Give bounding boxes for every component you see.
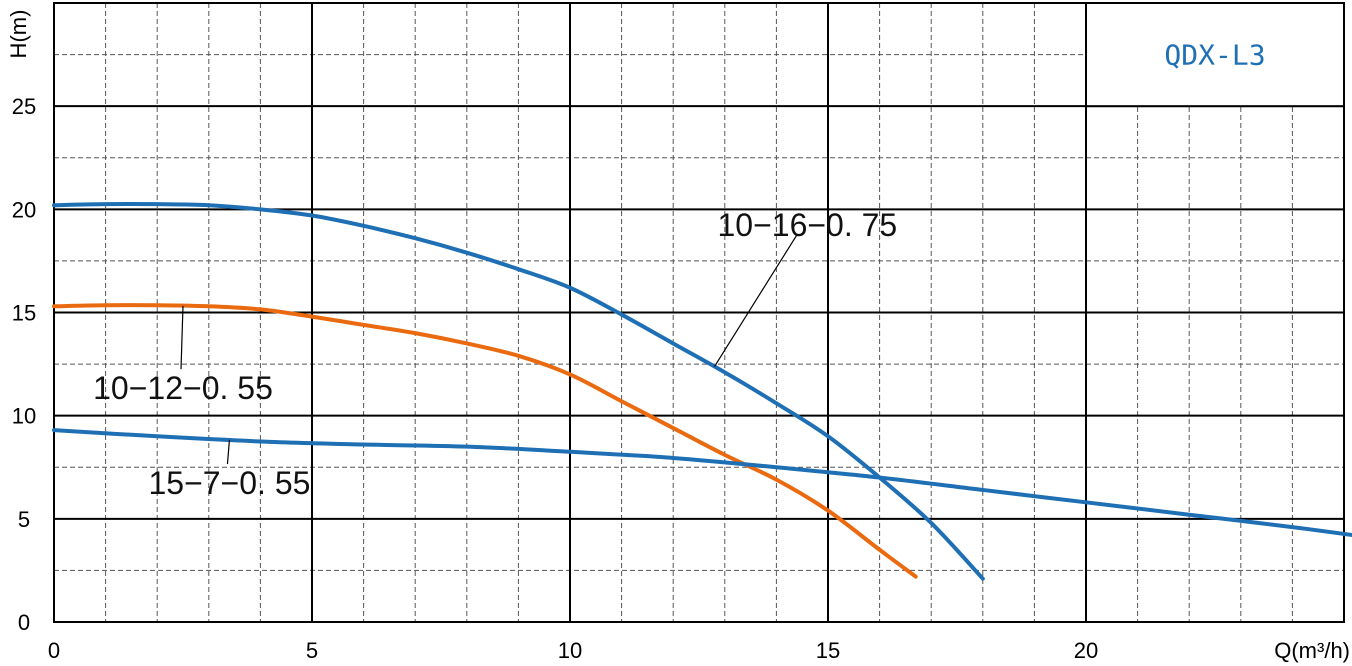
chart-title: QDX-L3 <box>1164 39 1265 72</box>
y-tick-label: 20 <box>12 197 36 222</box>
series-label-10-12-0.55: 10−12−0. 55 <box>93 370 273 406</box>
series-label-15-7-0.55: 15−7−0. 55 <box>148 465 310 501</box>
series-line-10-12-0.55 <box>52 303 918 579</box>
callout-leader <box>226 439 231 465</box>
callout-leader <box>180 305 184 370</box>
x-tick-label: 10 <box>558 638 582 663</box>
plot-frame <box>53 2 1345 623</box>
x-tick-label: 0 <box>48 638 60 663</box>
x-tick-labels: 0 5 10 15 20 <box>48 638 1098 663</box>
series-line-10-16-0.75 <box>52 202 985 581</box>
y-tick-label: 25 <box>12 94 36 119</box>
series-label-10-16-0.75: 10−16−0. 75 <box>717 207 897 243</box>
x-tick-label: 15 <box>816 638 840 663</box>
curves <box>52 202 1352 581</box>
x-tick-label: 5 <box>306 638 318 663</box>
callouts: 10−16−0. 75 10−12−0. 55 15−7−0. 55 <box>93 207 897 501</box>
title-box <box>1085 2 1345 108</box>
y-tick-label: 15 <box>12 301 36 326</box>
y-tick-labels: 0 5 10 15 20 25 <box>12 94 36 635</box>
y-axis-label: H(m) <box>6 10 31 59</box>
callout-leader <box>713 233 798 367</box>
y-tick-label: 5 <box>18 507 30 532</box>
x-tick-label: 20 <box>1074 638 1098 663</box>
x-axis-label: Q(m³/h) <box>1274 638 1350 663</box>
y-tick-label: 0 <box>18 610 30 635</box>
series-line-15-7-0.55 <box>52 428 1352 538</box>
y-tick-label: 10 <box>12 404 36 429</box>
